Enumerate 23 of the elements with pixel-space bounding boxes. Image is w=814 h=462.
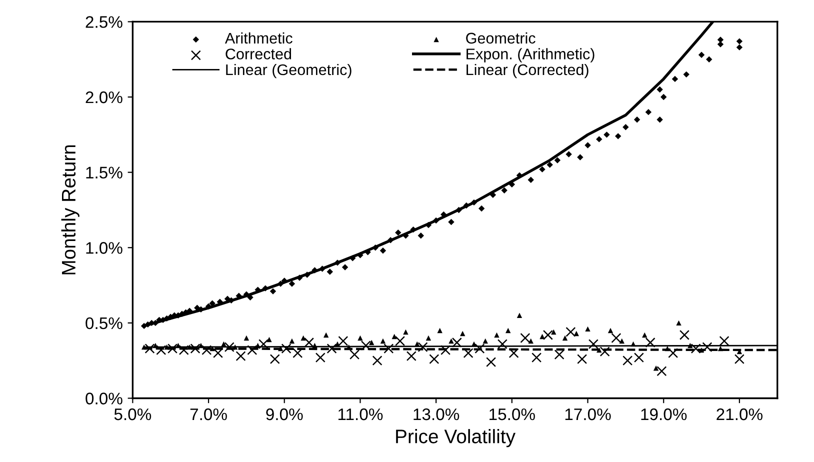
x-tick-label: 13.0% [414,408,460,420]
y-tick-label: 1.0% [86,242,122,254]
y-tick-label: 0.0% [86,392,122,404]
x-tick-label: 19.0% [641,408,687,420]
y-axis-title: Monthly Return [61,145,80,274]
x-tick-label: 21.0% [716,408,762,420]
y-tick-label: 1.5% [86,166,122,179]
y-tick-label: 2.0% [86,91,122,104]
legend-label: Linear (Corrected) [466,64,588,78]
x-tick-label: 9.0% [266,408,303,420]
y-tick-label: 0.5% [86,317,122,330]
x-tick-label: 17.0% [565,408,611,420]
x-axis-title: Price Volatility [396,429,516,448]
y-tick-label: 2.5% [86,16,122,28]
legend-label: Linear (Geometric) [226,64,352,78]
x-tick-label: 15.0% [490,408,535,420]
x-tick-label: 5.0% [114,408,152,420]
legend-label: Arithmetic [224,32,292,44]
legend-label: Geometric [466,32,536,44]
legend-label: Corrected [226,48,292,60]
x-tick-label: 7.0% [190,408,227,420]
x-tick-label: 11.0% [338,408,383,420]
legend-label: Expon. (Arithmetic) [466,48,594,62]
